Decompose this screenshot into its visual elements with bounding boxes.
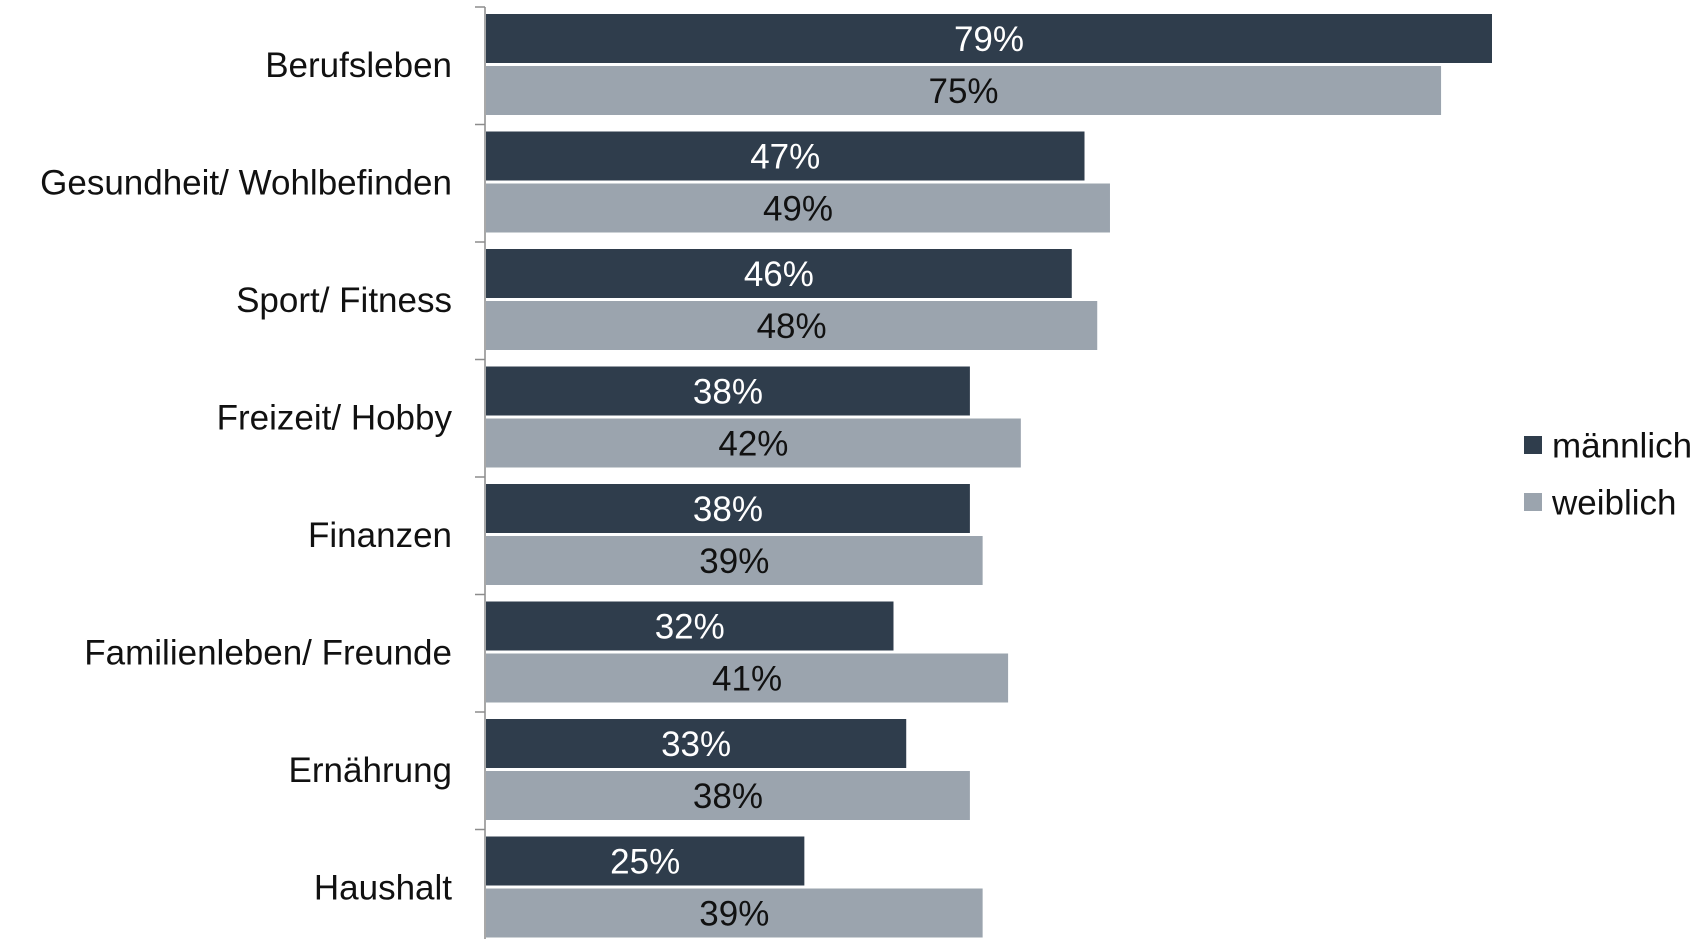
- category-label: Sport/ Fitness: [236, 281, 452, 320]
- category-label: Finanzen: [308, 516, 452, 555]
- category-label: Gesundheit/ Wohlbefinden: [40, 164, 452, 203]
- bar-weiblich: [486, 536, 983, 585]
- bar-value-label: 75%: [929, 72, 999, 111]
- bar-maennlich: [486, 131, 1085, 181]
- bar-maennlich: [486, 719, 907, 768]
- bar-weiblich: [486, 66, 1442, 115]
- bar-weiblich: [486, 301, 1098, 350]
- bar-value-label: 47%: [750, 138, 820, 177]
- category-label: Berufsleben: [265, 46, 452, 85]
- bar-value-label: 48%: [757, 307, 827, 346]
- legend-label: männlich: [1552, 427, 1692, 466]
- bar-weiblich: [486, 888, 983, 938]
- category-label: Familienleben/ Freunde: [84, 634, 452, 673]
- bar-value-label: 46%: [744, 255, 814, 294]
- legend: männlich weiblich: [1524, 427, 1692, 523]
- bar-value-label: 39%: [699, 542, 769, 581]
- bar-value-label: 41%: [712, 660, 782, 699]
- bar-maennlich: [486, 484, 970, 533]
- bar-value-label: 39%: [699, 895, 769, 934]
- bar-value-label: 79%: [954, 20, 1024, 59]
- value-labels: 79% 75% 47% 49% 46% 48% 38% 42% 38% 39% 32% 41% 33% 3…: [610, 20, 1024, 934]
- bar-value-label: 33%: [661, 725, 731, 764]
- legend-swatch-weiblich: [1524, 493, 1542, 511]
- bar-value-label: 32%: [655, 608, 725, 647]
- bar-maennlich: [486, 836, 805, 886]
- bar-value-label: 38%: [693, 490, 763, 529]
- bar-weiblich: [486, 771, 970, 820]
- bar-maennlich: [486, 601, 894, 651]
- bar-maennlich: [486, 366, 970, 416]
- bar-maennlich: [486, 14, 1492, 63]
- bar-value-label: 38%: [693, 777, 763, 816]
- bar-value-label: 49%: [763, 190, 833, 229]
- category-labels: Berufsleben Gesundheit/ Wohlbefinden Sport…: [40, 46, 453, 908]
- bar-value-label: 25%: [610, 843, 680, 882]
- y-axis: [475, 6, 486, 939]
- legend-label: weiblich: [1551, 484, 1677, 523]
- bar-value-label: 38%: [693, 373, 763, 412]
- bar-maennlich: [486, 249, 1072, 298]
- bar-value-label: 42%: [718, 425, 788, 464]
- bar-weiblich: [486, 183, 1110, 233]
- category-label: Ernährung: [289, 751, 452, 790]
- bar-weiblich: [486, 418, 1021, 468]
- legend-swatch-maennlich: [1524, 436, 1542, 454]
- category-label: Haushalt: [314, 869, 452, 908]
- bars: [486, 14, 1492, 938]
- bar-weiblich: [486, 653, 1009, 703]
- category-label: Freizeit/ Hobby: [217, 399, 453, 438]
